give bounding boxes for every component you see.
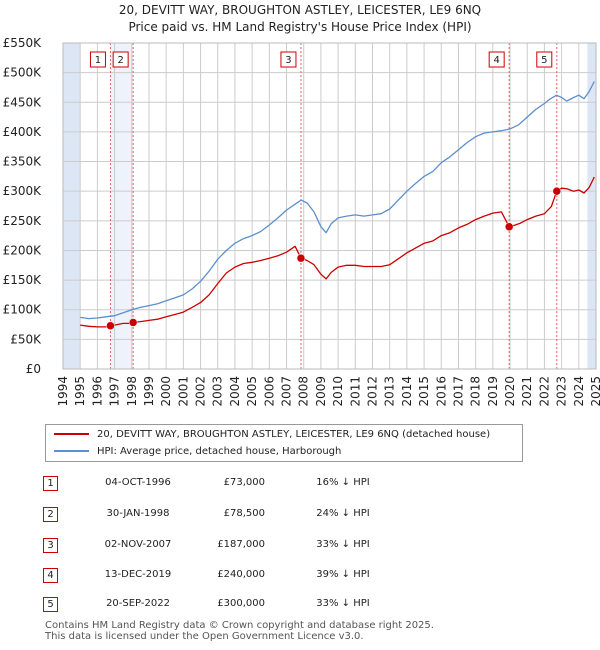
x-tick-label: 2007	[280, 376, 294, 407]
transaction-number: 5	[43, 597, 58, 612]
x-tick-label: 2016	[434, 376, 448, 407]
x-tick-label: 1999	[142, 376, 156, 407]
y-tick-label: £400K	[3, 125, 43, 139]
transaction-number: 1	[43, 476, 58, 491]
x-tick-label: 2002	[194, 376, 208, 407]
x-tick-label: 2017	[451, 376, 465, 407]
legend-label-property: 20, DEVITT WAY, BROUGHTON ASTLEY, LEICES…	[97, 429, 490, 440]
sale-number-label: 4	[493, 55, 499, 66]
legend-item-hpi: HPI: Average price, detached house, Harb…	[54, 444, 341, 460]
x-tick-label: 1996	[90, 376, 104, 407]
x-tick-label: 2025	[589, 376, 600, 407]
transaction-hpi-diff: 16% ↓ HPI	[298, 477, 388, 488]
x-tick-label: 2012	[365, 376, 379, 407]
plot-area	[63, 43, 596, 369]
transaction-price: £78,500	[193, 508, 265, 519]
sale-point	[129, 318, 137, 326]
table-row: 2 30-JAN-1998 £78,500 24% ↓ HPI	[43, 505, 463, 525]
chart-legend: 20, DEVITT WAY, BROUGHTON ASTLEY, LEICES…	[45, 424, 523, 462]
x-tick-label: 2000	[159, 376, 173, 407]
table-row: 4 13-DEC-2019 £240,000 39% ↓ HPI	[43, 566, 463, 586]
transaction-number: 3	[43, 538, 58, 553]
table-row: 1 04-OCT-1996 £73,000 16% ↓ HPI	[43, 474, 463, 494]
y-tick-label: £300K	[3, 184, 43, 198]
shaded-band	[63, 43, 80, 369]
x-tick-label: 2013	[383, 376, 397, 407]
transaction-number: 4	[43, 568, 58, 583]
footer-license: This data is licensed under the Open Gov…	[45, 631, 434, 642]
sale-number-label: 1	[95, 55, 101, 66]
legend-swatch-hpi	[54, 450, 89, 452]
x-tick-label: 1995	[73, 376, 87, 407]
sale-point	[553, 187, 561, 195]
x-tick-label: 2005	[245, 376, 259, 407]
transaction-price: £187,000	[193, 539, 265, 550]
x-tick-label: 2021	[520, 376, 534, 407]
x-tick-label: 2010	[331, 376, 345, 407]
x-tick-label: 2020	[503, 376, 517, 407]
price-chart: 1 2 3 4 5 £0 £50K £100K £150K £200K £250K £300K £35…	[0, 0, 600, 420]
x-tick-label: 2014	[400, 376, 414, 407]
x-tick-label: 2006	[262, 376, 276, 407]
x-tick-label: 2001	[176, 376, 190, 407]
sale-point	[505, 223, 513, 231]
sale-number-label: 5	[541, 55, 547, 66]
x-tick-label: 2008	[297, 376, 311, 407]
x-tick-label: 2019	[486, 376, 500, 407]
x-tick-label: 2018	[469, 376, 483, 407]
footer-copyright: Contains HM Land Registry data © Crown c…	[45, 620, 434, 631]
legend-swatch-property	[54, 433, 89, 435]
transaction-date: 20-SEP-2022	[83, 598, 193, 609]
sale-point	[106, 322, 114, 330]
y-tick-label: £150K	[3, 273, 43, 287]
x-tick-label: 2024	[572, 376, 586, 407]
transaction-date: 02-NOV-2007	[83, 539, 193, 550]
copyright-footer: Contains HM Land Registry data © Crown c…	[45, 620, 434, 642]
sale-number-label: 3	[285, 55, 291, 66]
transaction-hpi-diff: 39% ↓ HPI	[298, 569, 388, 580]
sale-point	[297, 254, 305, 262]
table-row: 3 02-NOV-2007 £187,000 33% ↓ HPI	[43, 536, 463, 556]
legend-item-property: 20, DEVITT WAY, BROUGHTON ASTLEY, LEICES…	[54, 427, 490, 443]
transaction-price: £300,000	[193, 598, 265, 609]
y-tick-label: £0	[26, 362, 41, 376]
y-tick-label: £250K	[3, 214, 43, 228]
x-tick-label: 2022	[537, 376, 551, 407]
x-tick-label: 1997	[108, 376, 122, 407]
x-tick-label: 1998	[125, 376, 139, 407]
transaction-date: 04-OCT-1996	[83, 477, 193, 488]
x-tick-label: 2015	[417, 376, 431, 407]
sale-number-label: 2	[117, 55, 123, 66]
x-tick-label: 2004	[228, 376, 242, 407]
y-tick-label: £50K	[10, 332, 42, 346]
transaction-hpi-diff: 33% ↓ HPI	[298, 539, 388, 550]
transaction-date: 13-DEC-2019	[83, 569, 193, 580]
y-tick-label: £200K	[3, 243, 43, 257]
y-tick-label: £100K	[3, 303, 43, 317]
legend-label-hpi: HPI: Average price, detached house, Harb…	[97, 446, 341, 457]
transaction-price: £73,000	[193, 477, 265, 488]
y-tick-label: £350K	[3, 155, 43, 169]
x-tick-label: 2011	[348, 376, 362, 407]
y-tick-label: £450K	[3, 95, 43, 109]
transaction-date: 30-JAN-1998	[83, 508, 193, 519]
table-row: 5 20-SEP-2022 £300,000 33% ↓ HPI	[43, 595, 463, 615]
transaction-price: £240,000	[193, 569, 265, 580]
x-tick-label: 2023	[555, 376, 569, 407]
transaction-number: 2	[43, 507, 58, 522]
transaction-hpi-diff: 33% ↓ HPI	[298, 598, 388, 609]
y-tick-label: £500K	[3, 66, 43, 80]
x-tick-label: 2003	[211, 376, 225, 407]
y-tick-label: £550K	[3, 36, 43, 50]
transaction-hpi-diff: 24% ↓ HPI	[298, 508, 388, 519]
x-tick-label: 2009	[314, 376, 328, 407]
x-tick-label: 1994	[56, 376, 70, 407]
